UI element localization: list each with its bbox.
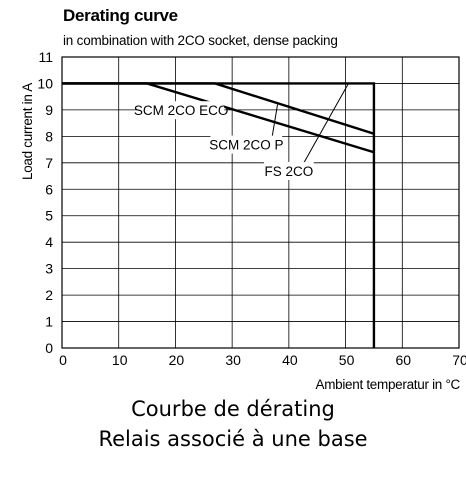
x-tick-label: 70: [452, 352, 466, 368]
series-lines: [62, 82, 376, 348]
caption-line-1: Courbe de dérating: [131, 397, 335, 421]
annotation-label: SCM 2CO ECO: [134, 103, 229, 118]
y-tick-label: 4: [45, 234, 53, 250]
y-tick-label: 10: [37, 75, 53, 91]
y-tick-label: 3: [45, 261, 53, 277]
y-tick-label: 9: [45, 102, 53, 118]
chart-subtitle: in combination with 2CO socket, dense pa…: [63, 33, 338, 48]
x-tick-label: 20: [169, 352, 185, 368]
x-tick-label: 0: [59, 352, 67, 368]
annotation-labels: SCM 2CO ECO SCM 2CO P FS 2CO: [134, 101, 314, 181]
annotation-backdrop: [263, 162, 314, 181]
y-tick-label: 1: [45, 314, 53, 330]
x-tick-label: 10: [112, 352, 128, 368]
x-tick-label: 30: [225, 352, 241, 368]
plot-area-frame: [61, 56, 460, 349]
annotation-backdrop: [137, 101, 225, 120]
x-axis-label: Ambient temperatur in °C: [315, 377, 460, 392]
annotation-leader: [271, 104, 279, 137]
y-tick-label: 11: [38, 49, 53, 65]
y-tick-label: 5: [45, 208, 53, 224]
grid: [61, 56, 460, 349]
y-tick-label: 0: [45, 340, 53, 356]
annotation-label: FS 2CO: [264, 164, 313, 179]
annotation-backdrop: [210, 135, 283, 154]
annotation-leader: [303, 83, 349, 164]
x-tick-label: 60: [395, 352, 411, 368]
annotation-label: SCM 2CO P: [209, 138, 283, 153]
x-tick-label: 50: [339, 352, 355, 368]
series-line-fs-2co: [62, 82, 376, 348]
y-tick-label: 2: [45, 287, 53, 303]
chart-title: Derating curve: [63, 6, 178, 25]
y-tick-label: 6: [45, 181, 53, 197]
tick-labels: 0 1 2 3 4 5 6 7 8 9 10 11 0 10 20 30 40 50 60 70: [37, 49, 466, 368]
caption-line-2: Relais associé à une base: [98, 427, 368, 451]
y-tick-label: 8: [45, 128, 53, 144]
y-tick-label: 7: [45, 155, 53, 171]
x-tick-label: 40: [282, 352, 298, 368]
